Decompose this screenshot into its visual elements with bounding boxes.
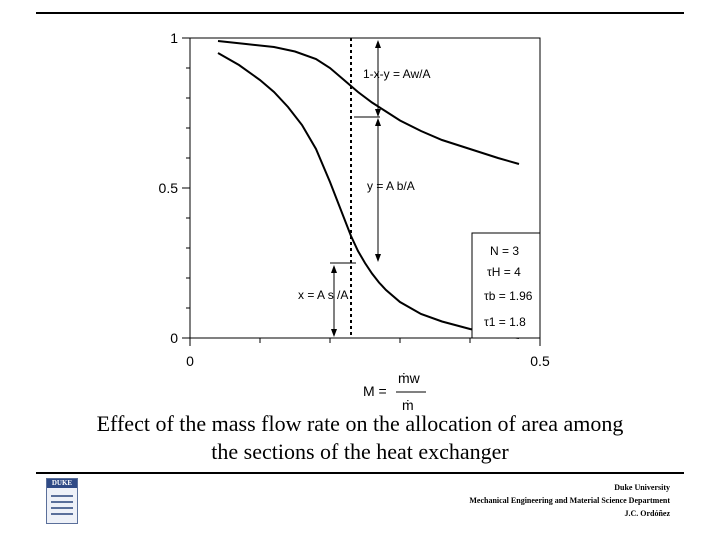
series-line-lower xyxy=(217,52,520,339)
footer-credits: Duke University Mechanical Engineering a… xyxy=(469,481,670,520)
legend-tau-h: τH = 4 xyxy=(487,265,521,279)
parameter-legend: N = 3 τH = 4 τb = 1.96 τ1 = 1.8 xyxy=(471,232,541,339)
legend-tau-1: τ1 = 1.8 xyxy=(484,315,526,329)
slide-caption: Effect of the mass flow rate on the allo… xyxy=(0,410,720,466)
caption-line-1: Effect of the mass flow rate on the allo… xyxy=(96,411,624,436)
x-tick-label-0: 0 xyxy=(186,353,194,369)
axis-ticks xyxy=(182,37,541,346)
footer-author: J.C. Ordóñez xyxy=(624,509,670,518)
bottom-rule xyxy=(36,472,684,474)
footer-university: Duke University xyxy=(614,483,670,492)
caption-line-2: the sections of the heat exchanger xyxy=(211,439,509,464)
y-tick-label-0.5: 0.5 xyxy=(159,180,179,196)
y-tick-label-1: 1 xyxy=(170,30,178,46)
annotation-as: x = A s /A xyxy=(298,288,348,302)
area-allocation-chart: 1 0.5 0 0 0.5 1-x-y = Aw/A y = A b/A x =… xyxy=(159,30,550,410)
x-label-denominator: ṁ xyxy=(402,397,414,410)
footer-department: Mechanical Engineering and Material Scie… xyxy=(469,496,670,505)
university-logo: DUKE xyxy=(46,478,78,524)
annotation-aw: 1-x-y = Aw/A xyxy=(363,67,430,81)
dimension-arrows xyxy=(330,40,381,337)
x-axis-label: M = ṁw ṁ xyxy=(363,370,426,410)
logo-wordmark: DUKE xyxy=(47,479,77,488)
y-tick-label-0: 0 xyxy=(170,330,178,346)
legend-tau-b: τb = 1.96 xyxy=(484,289,533,303)
x-label-m: M = xyxy=(363,383,387,399)
x-label-numerator: ṁw xyxy=(398,370,421,386)
annotation-ab: y = A b/A xyxy=(367,179,415,193)
legend-n: N = 3 xyxy=(490,244,519,258)
x-tick-label-0.5: 0.5 xyxy=(530,353,550,369)
top-rule xyxy=(36,12,684,14)
series-line-upper xyxy=(217,40,520,165)
